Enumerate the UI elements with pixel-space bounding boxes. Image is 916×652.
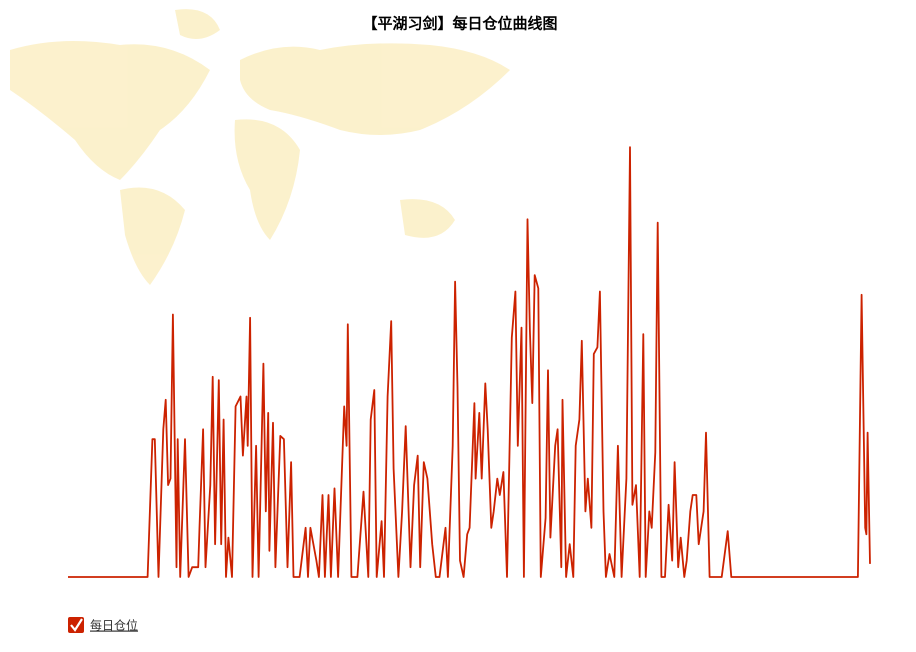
legend-check bbox=[70, 618, 83, 632]
legend[interactable]: 每日仓位 bbox=[68, 617, 138, 633]
chart-title: 【平湖习剑】每日仓位曲线图 bbox=[362, 15, 557, 33]
legend-label[interactable]: 每日仓位 bbox=[90, 618, 138, 633]
data-line bbox=[68, 146, 871, 578]
world-map-background bbox=[10, 9, 510, 285]
